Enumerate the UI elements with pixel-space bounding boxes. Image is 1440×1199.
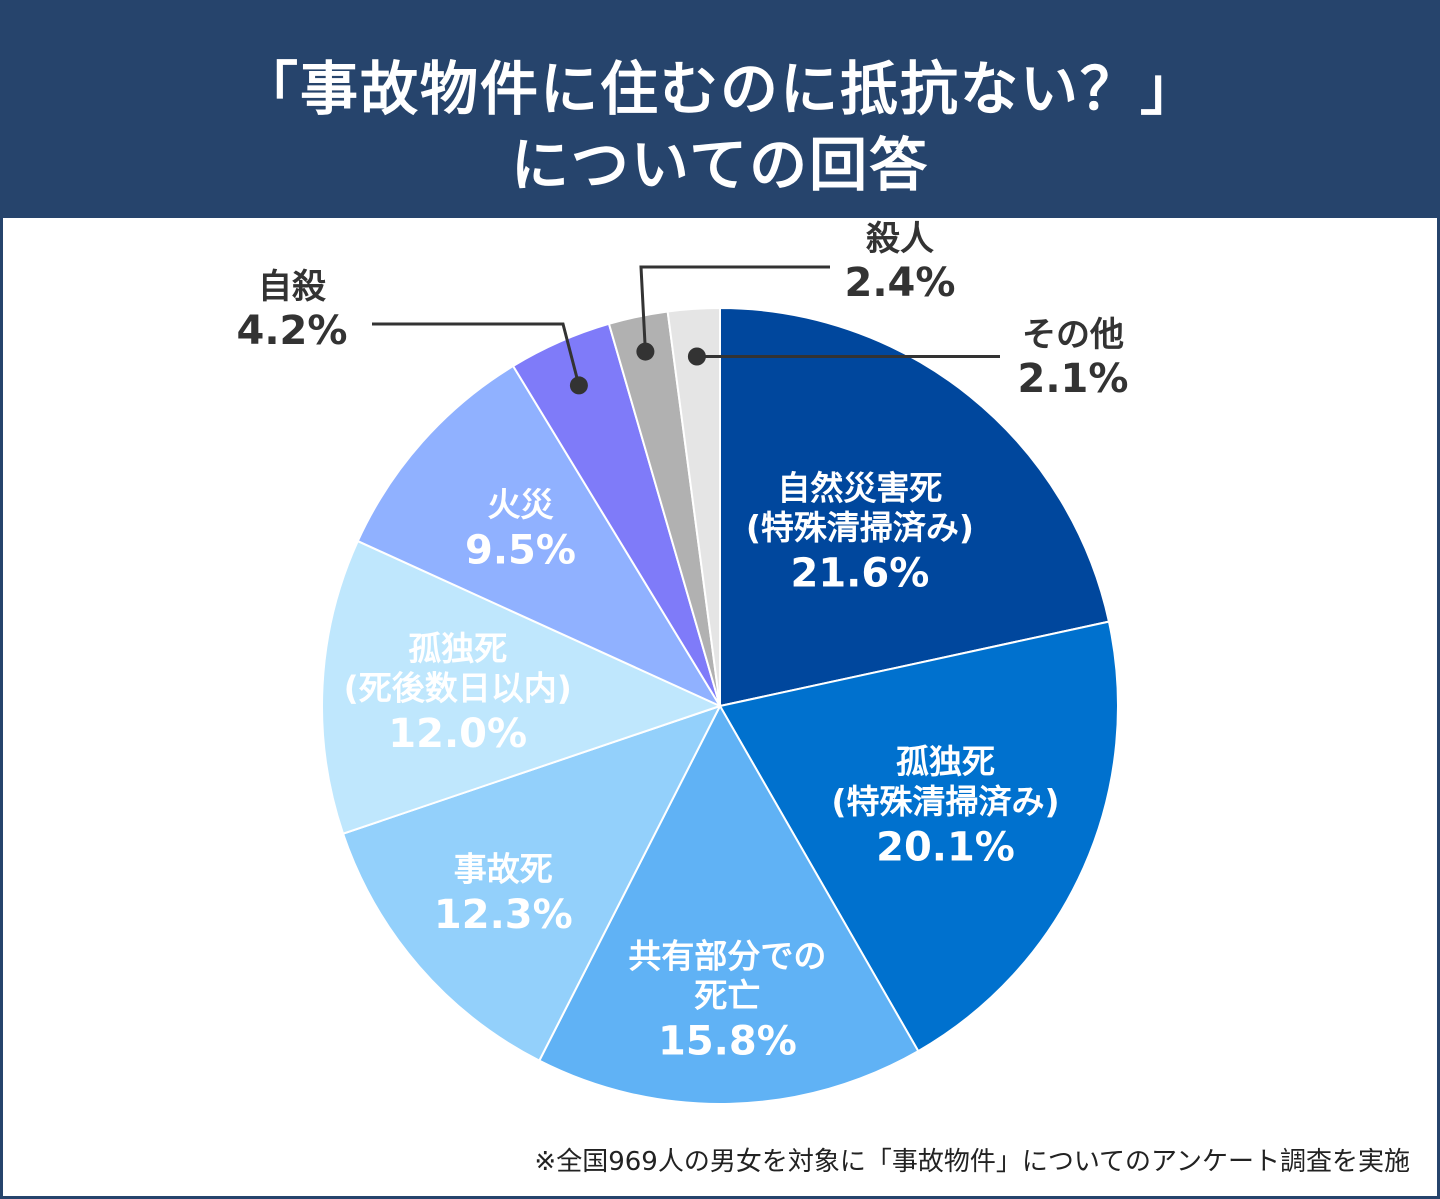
slice-category-label: 自殺 — [258, 267, 326, 307]
chart-title-line1: 「事故物件に住むのに抵抗ない？」 — [239, 55, 1200, 123]
survey-footnote: ※全国969人の男女を対象に「事故物件」についてのアンケート調査を実施 — [534, 1147, 1410, 1177]
chart-title-line2: についての回答 — [510, 131, 930, 199]
pie-slice-1 — [718, 620, 1119, 1053]
slice-category-label: 殺人 — [866, 219, 934, 259]
slice-label-0: 自然災害死(特殊清掃済み) 21.6% — [746, 469, 974, 597]
leader-line-6 — [372, 322, 581, 386]
pie-slice-8 — [666, 306, 721, 707]
slice-label-4: 孤独死(死後数日以内)12.0% — [344, 629, 572, 757]
slice-value-label: 2.1% — [1018, 356, 1129, 402]
slice-category-label: 孤独死 — [408, 629, 507, 668]
slice-value-label: 4.2% — [237, 308, 348, 354]
slice-label-6: 自殺4.2% — [237, 267, 348, 354]
slice-label-1: 孤独死(特殊清掃済み)20.1% — [831, 742, 1059, 870]
slice-category-label: 火災 — [488, 485, 554, 524]
slice-category-label: (特殊清掃済み) — [746, 508, 974, 547]
slice-label-3: 事故死 12.3% — [434, 849, 573, 937]
leader-dot-8 — [687, 347, 706, 366]
slice-category-label: 事故死 — [454, 849, 553, 888]
slice-category-label: 共有部分での — [628, 937, 826, 976]
title-banner: 「事故物件に住むのに抵抗ない？」 についての回答 — [0, 0, 1440, 218]
slice-value-label: 21.6% — [791, 551, 930, 597]
slice-category-label: (死後数日以内) — [344, 669, 572, 708]
slice-value-label: 2.4% — [845, 260, 956, 306]
slice-category-label: (特殊清掃済み) — [831, 782, 1059, 821]
leader-dot-6 — [569, 376, 588, 395]
slice-value-label: 12.3% — [434, 892, 573, 938]
pie-slice-2 — [537, 703, 920, 1105]
slice-value-label: 12.0% — [388, 711, 527, 757]
slice-value-label: 9.5% — [465, 527, 576, 573]
slice-category-label: 自然災害死 — [777, 469, 942, 508]
pie-slice-0 — [719, 306, 1111, 708]
leader-line-7 — [639, 265, 830, 352]
slice-value-label: 20.1% — [876, 824, 1015, 870]
slice-value-label: 15.8% — [658, 1019, 797, 1065]
slice-label-5: 火災9.5% — [465, 485, 576, 574]
leader-dot-7 — [636, 342, 655, 361]
slice-category-label: 死亡 — [694, 976, 760, 1015]
pie-slice-3 — [341, 704, 723, 1062]
slice-category-label: 孤独死 — [896, 742, 995, 781]
slice-label-7: 殺人2.4% — [845, 219, 956, 306]
pie-slice-5 — [356, 364, 723, 709]
pie-slice-4 — [321, 539, 723, 836]
slice-category-label: その他 — [1022, 315, 1124, 355]
